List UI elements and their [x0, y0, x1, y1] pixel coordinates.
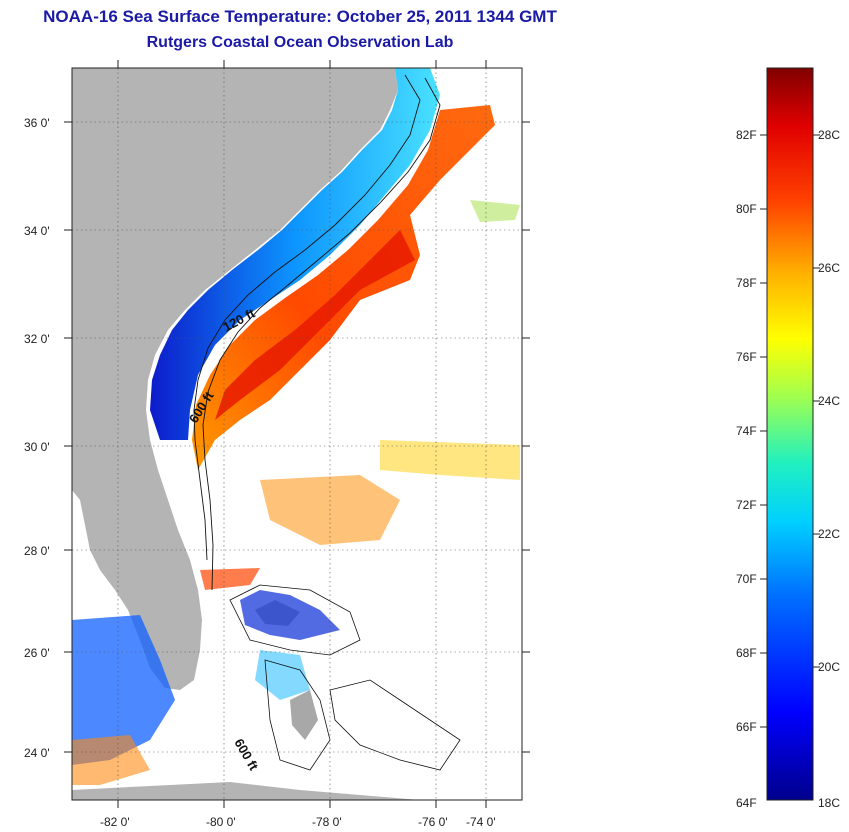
- lat-label-30: 30 0': [24, 440, 50, 454]
- lon-label-80: -80 0': [206, 815, 236, 829]
- bahamas-contours: [229, 584, 461, 771]
- colorbar-c-28: 28C: [818, 128, 840, 142]
- bahamas-shallows-2: [255, 650, 310, 700]
- colorbar-c-24: 24C: [818, 394, 840, 408]
- lat-label-32: 32 0': [24, 332, 50, 346]
- lon-label-78: -78 0': [312, 815, 342, 829]
- lat-label-26: 26 0': [24, 646, 50, 660]
- coastal-cold-water: [150, 68, 440, 440]
- colorbar-f-68: 68F: [736, 646, 757, 660]
- colorbar-f-66: 66F: [736, 720, 757, 734]
- colorbar-c-26: 26C: [818, 261, 840, 275]
- bahamas-land: [255, 600, 318, 740]
- land-mass: [72, 68, 398, 690]
- lon-label-82: -82 0': [100, 815, 130, 829]
- lat-label-24: 24 0': [24, 746, 50, 760]
- lat-label-34: 34 0': [24, 224, 50, 238]
- lon-label-74: -74 0': [466, 815, 496, 829]
- offshore-warm-patch: [380, 440, 520, 480]
- map-frame: [71, 67, 523, 801]
- bahamas-shallows: [240, 590, 340, 640]
- colorbar-f-72: 72F: [736, 498, 757, 512]
- cuba-land: [72, 782, 420, 800]
- colorbar-f-78: 78F: [736, 276, 757, 290]
- colorbar-gradient: [766, 67, 814, 801]
- map-ticks: [64, 60, 530, 808]
- gulf-stream-core: [215, 230, 415, 420]
- colorbar-f-70: 70F: [736, 572, 757, 586]
- colorbar-f-74: 74F: [736, 424, 757, 438]
- temperature-colorbar: 82F 80F 78F 76F 74F 72F 70F 68F 66F 64F …: [736, 67, 840, 810]
- colorbar-f-80: 80F: [736, 202, 757, 216]
- colorbar-f-82: 82F: [736, 128, 757, 142]
- lat-label-36: 36 0': [24, 116, 50, 130]
- colorbar-f-64: 64F: [736, 796, 757, 810]
- colorbar-c-18: 18C: [818, 796, 840, 810]
- gulf-warm-spots: [72, 735, 150, 785]
- graticule: [72, 68, 522, 800]
- lon-label-76: -76 0': [418, 815, 448, 829]
- map-title: NOAA-16 Sea Surface Temperature: October…: [43, 7, 557, 26]
- map-panel: 120 ft 600 ft 600 ft: [72, 68, 522, 800]
- offshore-green-patch: [470, 200, 520, 222]
- isobath-120ft: [193, 74, 421, 561]
- isobath-600ft: [202, 77, 441, 591]
- florida-strait-warm: [200, 568, 260, 590]
- colorbar-f-76: 76F: [736, 350, 757, 364]
- map-subtitle: Rutgers Coastal Ocean Observation Lab: [146, 34, 454, 51]
- colorbar-c-20: 20C: [818, 660, 840, 674]
- gulf-of-mexico-water: [72, 615, 175, 765]
- lat-label-28: 28 0': [24, 544, 50, 558]
- colorbar-c-22: 22C: [818, 527, 840, 541]
